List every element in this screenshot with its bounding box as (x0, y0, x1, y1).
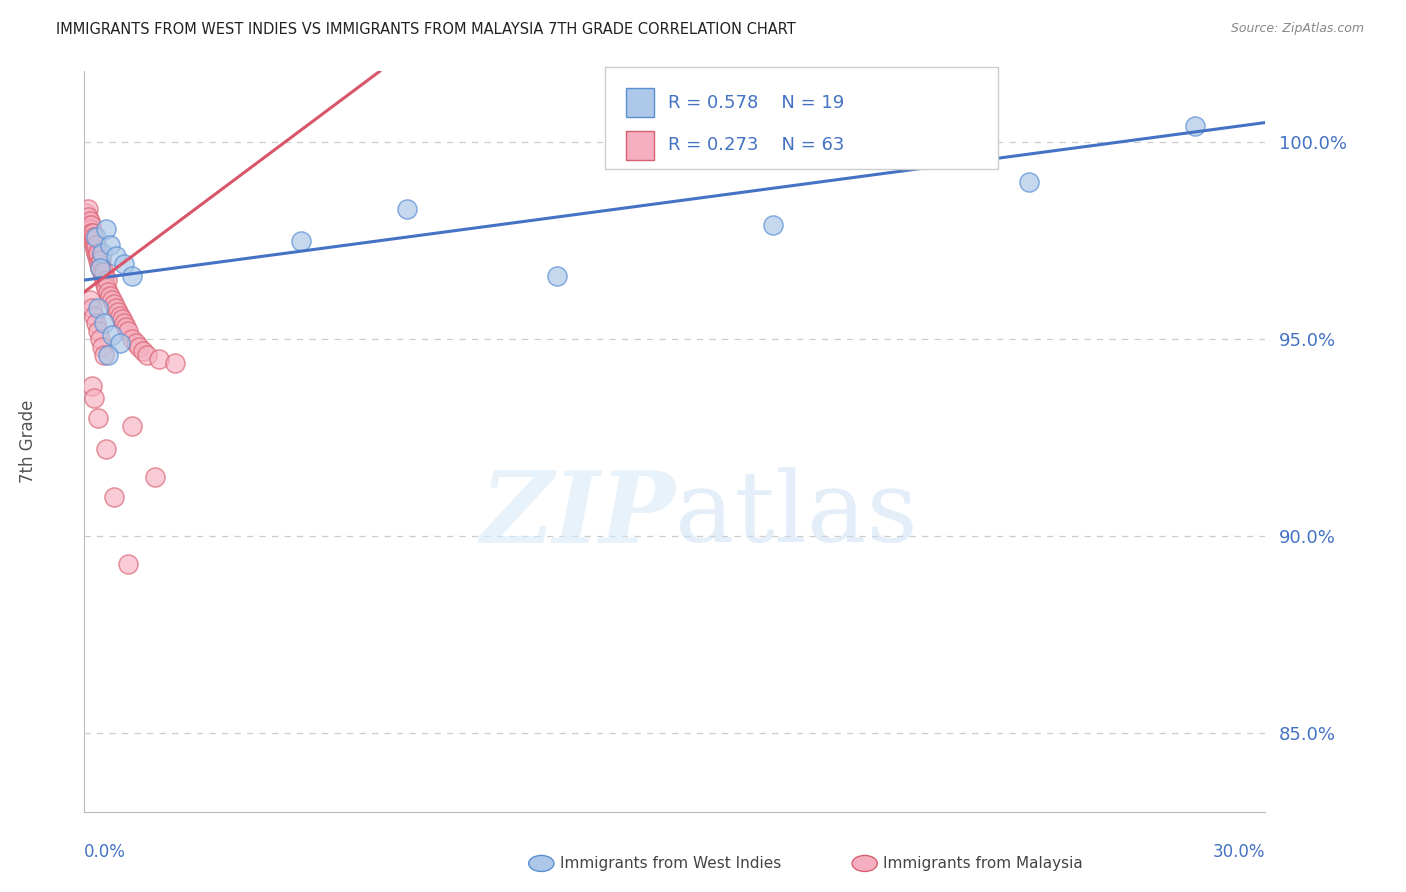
Point (84, 229, 107, 244)
Point (93, 273, 115, 287)
Point (94, 281, 117, 295)
Point (396, 202, 419, 217)
Point (132, 343, 155, 358)
Point (101, 328, 124, 343)
Point (82, 301, 104, 315)
Point (82, 379, 104, 393)
Point (121, 269, 143, 284)
Point (89, 261, 111, 276)
Point (98, 237, 121, 252)
Text: IMMIGRANTS FROM WEST INDIES VS IMMIGRANTS FROM MALAYSIA 7TH GRADE CORRELATION CH: IMMIGRANTS FROM WEST INDIES VS IMMIGRANT… (56, 22, 796, 37)
Point (87, 411, 110, 425)
Point (1184, 120, 1206, 134)
Point (762, 218, 785, 232)
Text: ZIP: ZIP (479, 467, 675, 564)
Text: 7th Grade: 7th Grade (18, 400, 37, 483)
Text: R = 0.273    N = 63: R = 0.273 N = 63 (668, 136, 844, 154)
Point (89, 257, 111, 271)
Point (108, 309, 131, 323)
Text: Source: ZipAtlas.com: Source: ZipAtlas.com (1230, 22, 1364, 36)
Point (89, 261, 111, 276)
Point (84, 242, 107, 256)
Point (79, 214, 101, 228)
Point (91, 340, 114, 354)
Point (104, 249, 127, 263)
Point (79, 293, 101, 307)
Point (112, 257, 135, 271)
Point (82, 229, 104, 244)
Point (104, 301, 127, 315)
Point (87, 301, 110, 315)
Point (83, 237, 105, 252)
Point (80, 226, 103, 240)
Point (79, 222, 101, 236)
Text: 30.0%: 30.0% (1213, 843, 1265, 861)
Point (82, 234, 104, 248)
Text: R = 0.578    N = 19: R = 0.578 N = 19 (668, 94, 844, 112)
Point (143, 470, 166, 484)
Point (108, 336, 131, 351)
Point (87, 245, 110, 260)
Point (136, 348, 159, 362)
Point (77, 210, 100, 224)
Point (76, 202, 98, 217)
Point (103, 296, 125, 310)
Point (117, 557, 139, 571)
Point (87, 324, 110, 338)
Point (97, 348, 120, 362)
Point (83, 309, 105, 323)
Point (121, 418, 143, 433)
Text: 0.0%: 0.0% (84, 843, 127, 861)
Point (111, 312, 134, 326)
Point (101, 293, 124, 307)
Point (83, 229, 105, 244)
Point (117, 324, 139, 338)
Point (103, 490, 125, 504)
Point (93, 317, 115, 331)
Point (128, 340, 150, 354)
Point (91, 265, 114, 279)
Text: atlas: atlas (675, 467, 918, 564)
Text: Immigrants from West Indies: Immigrants from West Indies (560, 856, 780, 871)
Point (89, 332, 111, 346)
Point (84, 317, 107, 331)
Point (98, 289, 121, 303)
Point (96, 273, 118, 287)
Point (124, 336, 146, 351)
Point (94, 442, 117, 457)
Point (93, 348, 115, 362)
Text: Immigrants from Malaysia: Immigrants from Malaysia (883, 856, 1083, 871)
Point (107, 304, 129, 318)
Point (91, 269, 114, 284)
Point (1018, 175, 1040, 189)
Point (80, 218, 103, 232)
Point (84, 245, 107, 260)
Point (163, 356, 186, 370)
Point (290, 234, 312, 248)
Point (121, 332, 143, 346)
Point (112, 317, 135, 331)
Point (83, 391, 105, 405)
Point (82, 226, 104, 240)
Point (91, 245, 114, 260)
Point (86, 249, 108, 263)
Point (546, 269, 568, 284)
Point (114, 320, 136, 334)
Point (75, 206, 97, 220)
Point (94, 222, 117, 236)
Point (77, 218, 100, 232)
Point (84, 237, 107, 252)
Point (90, 253, 112, 268)
Point (93, 265, 115, 279)
Point (87, 253, 110, 268)
Point (97, 285, 120, 299)
Point (94, 277, 117, 291)
Point (148, 351, 170, 366)
